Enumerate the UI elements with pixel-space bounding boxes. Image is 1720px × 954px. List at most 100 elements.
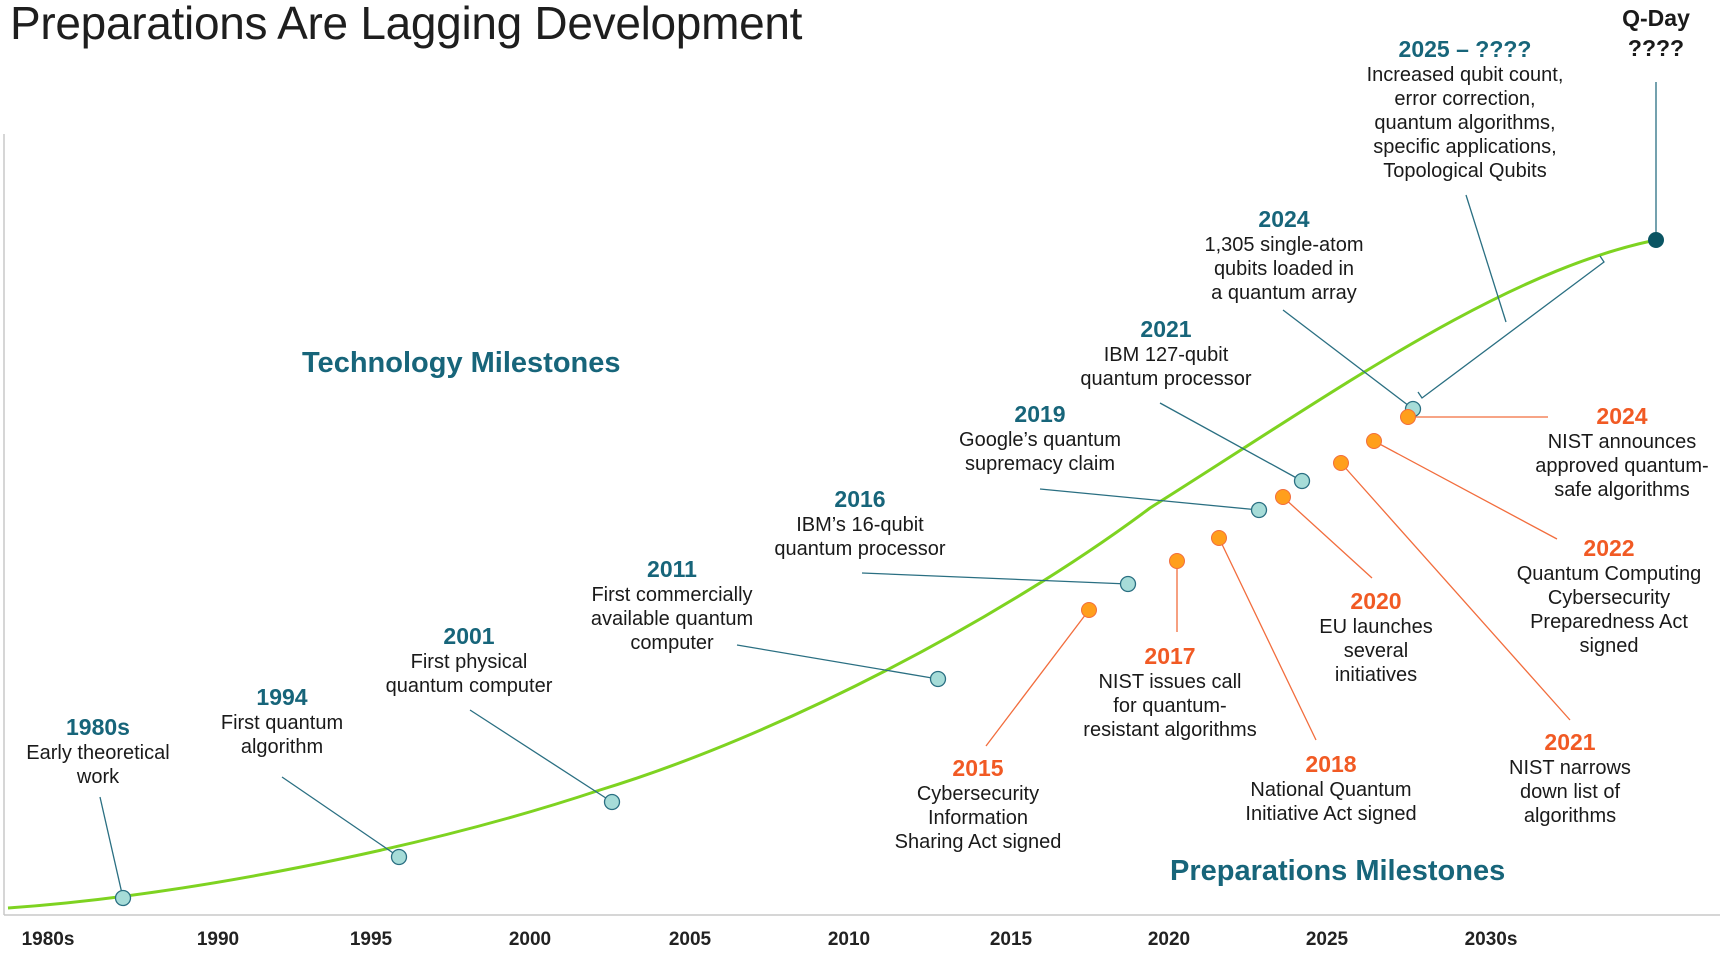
- tech-desc-8-line-1: error correction,: [1394, 88, 1535, 110]
- tech-year-2016-4: 2016: [834, 486, 885, 512]
- prep-year-2021-4: 2021: [1544, 729, 1595, 755]
- prep-desc-0-line-0: Cybersecurity: [917, 783, 1039, 805]
- prep-desc-1-line-2: resistant algorithms: [1083, 719, 1256, 741]
- prep-year-2017-1: 2017: [1144, 643, 1195, 669]
- prep-year-2024-6: 2024: [1596, 403, 1647, 429]
- prep-desc-6-line-2: safe algorithms: [1554, 479, 1690, 501]
- prep-desc-4-line-0: NIST narrows: [1509, 757, 1631, 779]
- tech-marker-1980s: [114, 889, 132, 907]
- prep-leader-0: [985, 609, 1090, 747]
- tech-desc-1-line-1: algorithm: [241, 736, 323, 758]
- milestone-markers: [114, 232, 1664, 907]
- prep-marker-2018: [1211, 530, 1227, 546]
- tech-desc-2-line-0: First physical: [411, 651, 528, 673]
- tech-desc-6-line-1: quantum processor: [1080, 368, 1252, 390]
- tech-marker-2021: [1293, 472, 1311, 490]
- x-tick-label-2000: 2000: [509, 929, 551, 950]
- tech-marker-2011: [929, 670, 947, 688]
- tech-leader-2: [469, 709, 613, 803]
- prep-year-2020-3: 2020: [1350, 588, 1401, 614]
- prep-desc-5-line-0: Quantum Computing: [1517, 563, 1702, 585]
- tech-desc-7-line-2: a quantum array: [1211, 282, 1357, 304]
- prep-desc-0-line-2: Sharing Act signed: [895, 831, 1062, 853]
- prep-leader-2: [1218, 537, 1317, 741]
- tech-desc-0-line-0: Early theoretical: [26, 742, 169, 764]
- tech-year-2011-3: 2011: [647, 556, 697, 582]
- prep-desc-2-line-1: Initiative Act signed: [1245, 803, 1416, 825]
- x-axis-ticks: 1980s 1990 1995 2000 2005 2010 2015 2020 2025 203…: [22, 929, 1518, 950]
- tech-desc-7-line-1: qubits loaded in: [1214, 258, 1354, 280]
- tech-desc-8-line-0: Increased qubit count,: [1367, 64, 1564, 86]
- tech-leader-0: [99, 796, 124, 899]
- x-tick-label-1980s: 1980s: [22, 929, 75, 950]
- tech-desc-4-line-0: IBM’s 16-qubit: [796, 514, 924, 536]
- range-leader: [1465, 194, 1507, 323]
- tech-desc-2-line-1: quantum computer: [386, 675, 553, 697]
- qday-marker: [1648, 232, 1664, 248]
- tech-desc-7-line-0: 1,305 single-atom: [1205, 234, 1364, 256]
- tech-year-2025-8: 2025 – ????: [1399, 36, 1532, 62]
- tech-desc-3-line-0: First commercially: [591, 584, 752, 606]
- prep-desc-0-line-1: Information: [928, 807, 1028, 829]
- prep-desc-3-line-2: initiatives: [1335, 664, 1417, 686]
- tech-leader-4: [861, 572, 1129, 585]
- prep-desc-6-line-1: approved quantum-: [1535, 455, 1708, 477]
- prep-desc-3-line-0: EU launches: [1319, 616, 1432, 638]
- tech-desc-3-line-2: computer: [630, 632, 714, 654]
- leader-lines: [99, 82, 1657, 899]
- prep-desc-5-line-1: Cybersecurity: [1548, 587, 1670, 609]
- tech-year-1994-1: 1994: [256, 684, 307, 710]
- tech-marker-2016: [1119, 575, 1137, 593]
- x-tick-label-2020: 2020: [1148, 929, 1190, 950]
- prep-marker-2020: [1275, 489, 1291, 505]
- tech-desc-8-line-4: Topological Qubits: [1383, 160, 1546, 182]
- prep-year-2018-2: 2018: [1305, 751, 1356, 777]
- prep-desc-5-line-3: signed: [1580, 635, 1639, 657]
- tech-marker-1994: [390, 848, 408, 866]
- x-tick-label-2005: 2005: [669, 929, 712, 950]
- range-bracket: [1417, 255, 1605, 399]
- prep-leader-5: [1373, 440, 1558, 540]
- tech-year-2021-6: 2021: [1140, 316, 1191, 342]
- x-tick-label-1990: 1990: [197, 929, 239, 950]
- section-labels: Technology Milestones Preparations Milest…: [302, 347, 1505, 887]
- x-tick-label-2025: 2025: [1306, 929, 1349, 950]
- x-tick-label-1995: 1995: [350, 929, 393, 950]
- prep-year-2015-0: 2015: [952, 755, 1003, 781]
- tech-leader-3: [736, 644, 939, 680]
- tech-leader-5: [1039, 488, 1260, 511]
- tech-year-1980s-0: 1980s: [66, 714, 130, 740]
- prep-leader-4: [1340, 462, 1571, 721]
- tech-year-2024-7: 2024: [1258, 206, 1309, 232]
- prep-desc-5-line-2: Preparedness Act: [1530, 611, 1688, 633]
- prep-marker-2015: [1081, 602, 1097, 618]
- preparations-milestones-label: Preparations Milestones: [1170, 855, 1505, 887]
- x-tick-label-2010: 2010: [828, 929, 870, 950]
- prep-desc-4-line-1: down list of: [1520, 781, 1620, 803]
- x-tick-label-2030s: 2030s: [1465, 929, 1518, 950]
- prep-marker-2021: [1333, 455, 1349, 471]
- tech-year-2019-5: 2019: [1014, 401, 1065, 427]
- tech-desc-8-line-3: specific applications,: [1373, 136, 1556, 158]
- prep-desc-2-line-0: National Quantum: [1250, 779, 1411, 801]
- x-tick-label-2015: 2015: [990, 929, 1033, 950]
- qday-label: Q-Day: [1622, 5, 1690, 31]
- qday-year: ????: [1628, 35, 1684, 61]
- tech-desc-5-line-1: supremacy claim: [965, 453, 1115, 475]
- prep-marker-2017: [1169, 553, 1185, 569]
- prep-desc-1-line-0: NIST issues call: [1098, 671, 1241, 693]
- prep-desc-4-line-2: algorithms: [1524, 805, 1616, 827]
- tech-desc-5-line-0: Google’s quantum: [959, 429, 1121, 451]
- prep-year-2022-5: 2022: [1583, 535, 1634, 561]
- tech-year-2001-2: 2001: [443, 623, 494, 649]
- tech-marker-2019: [1250, 501, 1268, 519]
- tech-desc-3-line-1: available quantum: [591, 608, 753, 630]
- prep-leader-3: [1282, 496, 1373, 579]
- tech-desc-0-line-1: work: [76, 766, 120, 788]
- prep-desc-6-line-0: NIST announces: [1548, 431, 1697, 453]
- prep-marker-2024: [1400, 409, 1416, 425]
- tech-desc-6-line-0: IBM 127-qubit: [1104, 344, 1229, 366]
- technology-milestones-label: Technology Milestones: [302, 347, 621, 379]
